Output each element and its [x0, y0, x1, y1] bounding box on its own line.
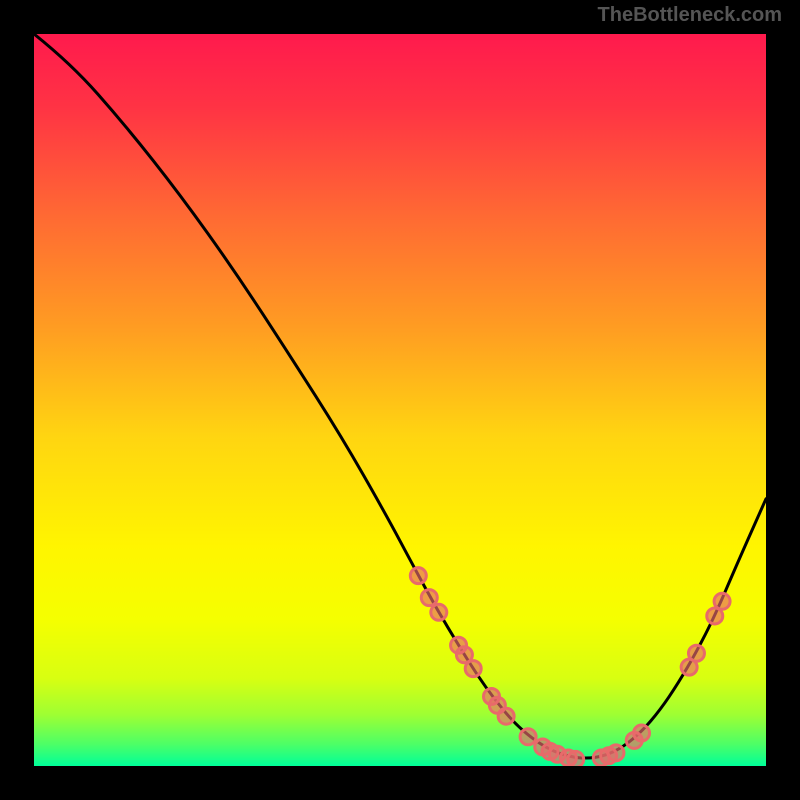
chart-gradient-background: [34, 34, 766, 766]
watermark-text: TheBottleneck.com: [598, 4, 782, 27]
chart-plot-area: [34, 34, 766, 766]
